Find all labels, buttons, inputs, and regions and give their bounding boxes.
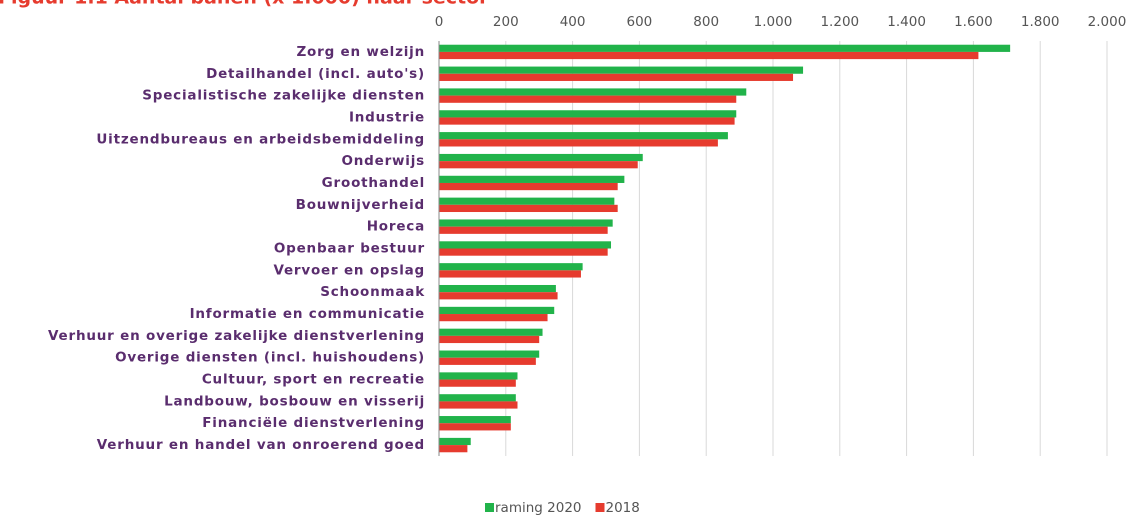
x-tick-label: 1.800 bbox=[1021, 14, 1060, 30]
bar bbox=[439, 161, 638, 169]
bar bbox=[439, 401, 518, 409]
x-tick-label: 200 bbox=[493, 14, 519, 30]
bar bbox=[439, 132, 728, 140]
bar bbox=[439, 226, 608, 234]
bar bbox=[439, 44, 1011, 52]
bar bbox=[439, 423, 511, 431]
bar bbox=[439, 328, 543, 336]
bar bbox=[439, 372, 518, 380]
legend-label: raming 2020 bbox=[495, 500, 582, 516]
bar bbox=[439, 110, 737, 118]
bar bbox=[439, 175, 625, 183]
bar bbox=[439, 437, 471, 446]
y-tick-label: Industrie bbox=[349, 109, 425, 125]
bar bbox=[439, 263, 583, 271]
bar bbox=[439, 219, 613, 227]
x-tick-label: 400 bbox=[560, 14, 586, 30]
bar bbox=[439, 335, 540, 344]
bar bbox=[439, 270, 581, 278]
bar bbox=[439, 357, 536, 365]
bar bbox=[439, 204, 618, 213]
y-tick-label: Verhuur en overige zakelijke dienstverle… bbox=[48, 328, 425, 344]
y-tick-label: Specialistische zakelijke diensten bbox=[142, 88, 425, 104]
bar bbox=[439, 88, 747, 96]
chart-title: Figuur 1.1 Aantal banen (x 1.000) naar s… bbox=[0, 0, 489, 9]
legend-swatch bbox=[595, 503, 605, 512]
bar bbox=[439, 139, 718, 147]
y-tick-label: Zorg en welzijn bbox=[296, 44, 425, 60]
x-tick-label: 0 bbox=[435, 14, 444, 30]
x-tick-label: 1.600 bbox=[954, 14, 993, 30]
y-tick-label: Groothandel bbox=[322, 175, 425, 191]
x-tick-label: 2.000 bbox=[1088, 14, 1127, 30]
bar bbox=[439, 73, 794, 81]
bar bbox=[439, 153, 643, 162]
y-tick-label: Bouwnijverheid bbox=[296, 197, 425, 213]
y-tick-label: Overige diensten (incl. huishoudens) bbox=[115, 350, 425, 366]
legend-swatch bbox=[485, 503, 494, 512]
bar bbox=[439, 379, 516, 387]
bar bbox=[439, 241, 612, 249]
bar bbox=[439, 51, 979, 60]
bar bbox=[439, 292, 558, 300]
bar bbox=[439, 314, 548, 322]
y-tick-label: Informatie en communicatie bbox=[190, 306, 425, 322]
x-tick-label: 800 bbox=[693, 14, 719, 30]
bar bbox=[439, 394, 516, 402]
y-tick-label: Schoonmaak bbox=[320, 284, 425, 300]
x-tick-label: 600 bbox=[627, 14, 653, 30]
bar bbox=[439, 445, 468, 453]
y-tick-label: Onderwijs bbox=[341, 153, 425, 169]
bar bbox=[439, 284, 556, 293]
y-tick-label: Landbouw, bosbouw en visserij bbox=[164, 393, 425, 409]
x-tick-label: 1.200 bbox=[820, 14, 859, 30]
y-tick-label: Horeca bbox=[367, 219, 425, 235]
bar bbox=[439, 350, 540, 358]
bar bbox=[439, 182, 618, 191]
y-tick-label: Verhuur en handel van onroerend goed bbox=[97, 437, 425, 453]
bar bbox=[439, 117, 735, 125]
y-tick-label: Vervoer en opslag bbox=[273, 262, 425, 278]
y-tick-label: Cultuur, sport en recreatie bbox=[202, 372, 425, 388]
y-tick-label: Uitzendbureaus en arbeidsbemiddeling bbox=[96, 131, 425, 147]
bar bbox=[439, 306, 555, 315]
bar bbox=[439, 95, 737, 103]
bar bbox=[439, 197, 615, 205]
y-tick-label: Financiële dienstverlening bbox=[202, 415, 425, 431]
y-tick-label: Detailhandel (incl. auto's) bbox=[206, 66, 425, 82]
y-tick-label: Openbaar bestuur bbox=[274, 241, 425, 257]
bar bbox=[439, 248, 608, 256]
x-tick-label: 1.000 bbox=[754, 14, 793, 30]
x-tick-label: 1.400 bbox=[887, 14, 926, 30]
bar bbox=[439, 416, 511, 424]
legend-label: 2018 bbox=[606, 500, 640, 516]
bar bbox=[439, 66, 804, 74]
